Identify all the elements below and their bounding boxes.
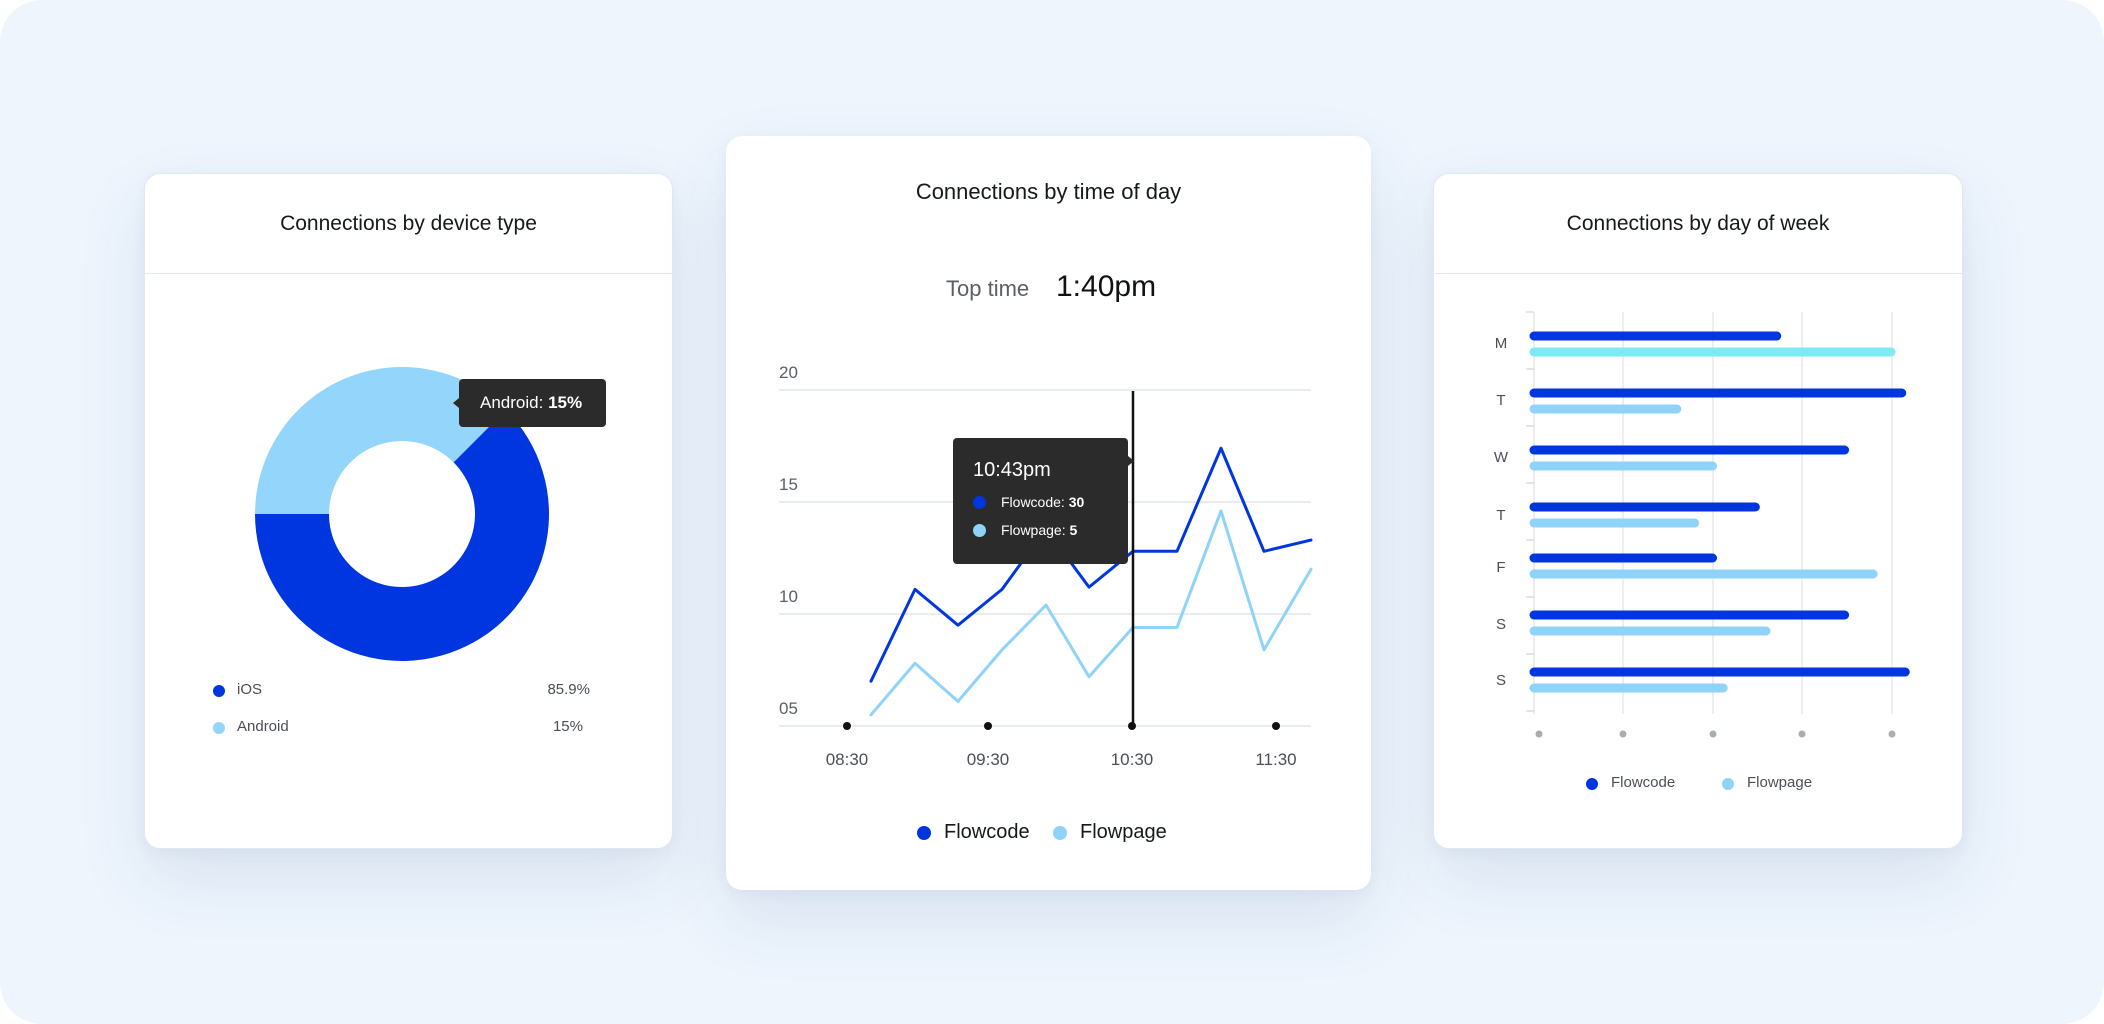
- android-legend-label: Android: [237, 718, 289, 735]
- flowcode-tooltip-value: 30: [1068, 494, 1085, 510]
- x-tick-label: 08:30: [826, 750, 869, 769]
- device-type-card: Connections by device type Android: 15% …: [144, 173, 673, 849]
- x-tick-dot: [1709, 730, 1717, 738]
- android-legend-dot: [213, 722, 225, 734]
- y-tick-label: 05: [779, 699, 798, 718]
- time-of-day-title: Connections by time of day: [915, 179, 1182, 204]
- x-tick-dot: [984, 722, 992, 730]
- flowcode-tooltip-dot: [973, 496, 986, 509]
- android-tooltip-value: 15%: [548, 393, 583, 412]
- flowcode-tooltip-label: Flowcode:: [1001, 494, 1065, 510]
- x-tick-label: 10:30: [1111, 750, 1154, 769]
- x-tick-dot: [1535, 730, 1543, 738]
- x-tick-dot: [1619, 730, 1627, 738]
- android-slice: [255, 367, 506, 514]
- x-tick-dot: [843, 722, 851, 730]
- ios-legend-value: 85.9%: [547, 681, 590, 698]
- flowpage-line: [869, 509, 1313, 717]
- ios-legend-dot: [213, 685, 225, 697]
- android-tooltip-label: Android:: [480, 393, 544, 412]
- flowpage-legend-dot: [1722, 778, 1734, 790]
- x-tick-label: 09:30: [967, 750, 1010, 769]
- flowpage-tooltip-row: Flowpage: 5: [1001, 522, 1077, 538]
- day-label: M: [1495, 335, 1508, 352]
- flowcode-line: [869, 446, 1313, 683]
- day-of-week-title: Connections by day of week: [1566, 212, 1830, 235]
- time-tooltip: 10:43pm Flowcode: 30 Flowpage: 5: [953, 438, 1134, 564]
- flowpage-tooltip-label: Flowpage:: [1001, 522, 1066, 538]
- flowpage-legend-label: Flowpage: [1747, 774, 1813, 791]
- top-time-value: 1:40pm: [1056, 270, 1157, 303]
- flowpage-tooltip-dot: [973, 524, 986, 537]
- android-legend-value: 15%: [552, 718, 583, 735]
- y-tick-label: 10: [779, 587, 798, 606]
- x-tick-dot: [1798, 730, 1806, 738]
- day-label: S: [1496, 616, 1506, 633]
- card-divider: [145, 273, 672, 274]
- time-tooltip-title: 10:43pm: [973, 459, 1051, 481]
- flowcode-tooltip-row: Flowcode: 30: [1001, 494, 1084, 510]
- flowpage-tooltip-value: 5: [1069, 522, 1078, 538]
- y-tick-label: 20: [779, 363, 798, 382]
- device-donut-chart: [255, 367, 549, 661]
- x-tick-dot: [1888, 730, 1896, 738]
- ios-legend-label: iOS: [237, 681, 263, 698]
- flowcode-legend-label: Flowcode: [1611, 774, 1676, 791]
- flowpage-legend-dot: [1053, 826, 1067, 840]
- x-tick-label: 11:30: [1255, 750, 1296, 769]
- device-type-title: Connections by device type: [280, 212, 537, 235]
- x-tick-dot: [1272, 722, 1280, 730]
- ios-slice: [255, 410, 549, 661]
- day-label: F: [1496, 559, 1505, 576]
- flowcode-legend-label: Flowcode: [944, 821, 1030, 843]
- y-tick-label: 15: [779, 475, 798, 494]
- time-of-day-card: Connections by time of day Top time 1:40…: [726, 136, 1371, 890]
- android-tooltip: Android: 15%: [453, 379, 606, 427]
- flowpage-legend-label: Flowpage: [1080, 821, 1167, 843]
- day-label: W: [1494, 449, 1509, 466]
- flowcode-legend-dot: [917, 826, 931, 840]
- day-label: T: [1496, 507, 1505, 524]
- day-of-week-card: Connections by day of week M T W T F S S Flowc…: [1433, 173, 1963, 849]
- flowcode-legend-dot: [1586, 778, 1598, 790]
- day-label: T: [1496, 392, 1505, 409]
- card-divider: [1434, 273, 1962, 274]
- top-time-label: Top time: [946, 276, 1030, 301]
- day-of-week-bar-chart: M T W T F S S: [1494, 311, 1910, 738]
- day-label: S: [1496, 672, 1506, 689]
